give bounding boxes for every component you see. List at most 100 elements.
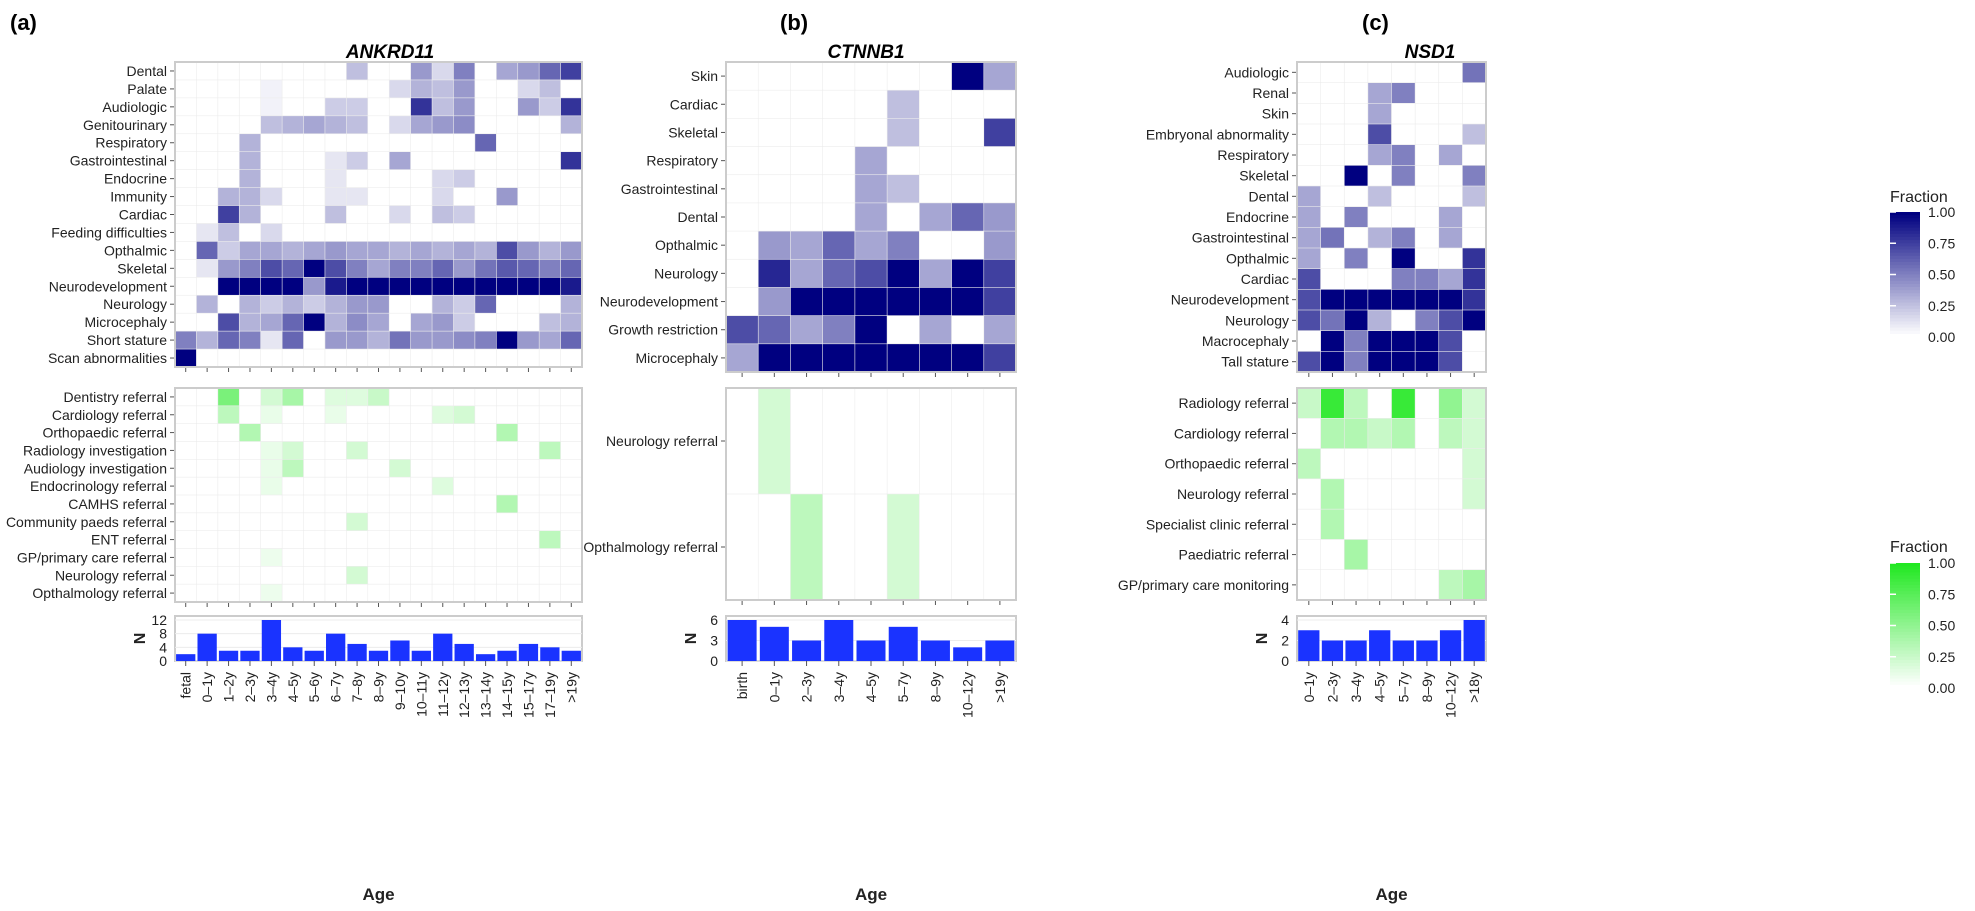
phenotype-cell (1414, 61, 1440, 84)
phenotype-cell (303, 205, 326, 225)
phenotype-cell (346, 312, 369, 332)
referral-cell (1367, 448, 1393, 480)
phenotype-cell (496, 97, 519, 117)
referral-cell (496, 423, 519, 443)
age-tick-label: 10–11y (413, 672, 429, 717)
count-bar (1321, 640, 1344, 661)
referral-cell (260, 512, 283, 532)
age-tick-label: 17–19y (542, 672, 558, 718)
phenotype-cell (790, 146, 824, 176)
phenotype-cell (560, 259, 583, 278)
referral-legend-gradient-step (1890, 653, 1920, 658)
referral-cell (238, 387, 262, 407)
referral-cell (238, 423, 262, 443)
referral-row-label: Orthopaedic referral (42, 425, 167, 441)
referral-legend-gradient-step (1890, 628, 1920, 633)
phenotype-cell (496, 151, 519, 171)
referral-cell (410, 494, 433, 514)
phenotype-cell (410, 205, 433, 225)
referral-row-label: Audiology investigation (24, 460, 167, 476)
referral-cell (517, 583, 540, 603)
phenotype-cell (854, 146, 888, 176)
referral-cell (281, 583, 305, 603)
phenotype-cell (919, 146, 953, 176)
age-tick-label: 3–4y (1348, 672, 1364, 702)
referral-cell (822, 387, 856, 495)
phenotype-cell (388, 276, 412, 296)
referral-cell (517, 512, 540, 532)
referral-cell (496, 459, 519, 478)
referral-legend-gradient-step (1890, 659, 1920, 664)
count-bar (561, 650, 581, 661)
age-tick-label: 9–10y (392, 672, 408, 710)
referral-cell (1438, 569, 1463, 601)
phenotype-cell (453, 241, 476, 260)
referral-cell (1320, 508, 1345, 541)
phenotype-legend-gradient-step (1890, 227, 1920, 232)
phenotype-legend-gradient-step (1890, 271, 1920, 276)
phenotype-cell (367, 133, 390, 153)
referral-cell (1343, 539, 1369, 571)
referral-cell (303, 441, 326, 460)
phenotype-cell (281, 151, 305, 171)
phenotype-cell (1296, 330, 1322, 352)
panel-0: (a) ANKRD11 Dental Palate Audiologic Genitour… (6, 10, 583, 904)
referral-cell (453, 566, 476, 585)
count-bar (326, 633, 346, 661)
referral-cell (1438, 417, 1463, 450)
referral-cell (260, 387, 283, 407)
referral-legend-gradient-step (1890, 566, 1920, 570)
age-tick-label: 8–9y (371, 672, 387, 702)
referral-cell (260, 441, 283, 460)
phenotype-legend-gradient-step (1890, 318, 1920, 322)
phenotype-cell (260, 276, 283, 296)
referral-row-label: Orthopaedic referral (1164, 456, 1289, 472)
phenotype-cell (790, 258, 824, 289)
referral-cell (324, 530, 347, 550)
referral-cell (757, 493, 792, 601)
referral-cell (538, 459, 562, 478)
phenotype-cell (388, 241, 412, 260)
phenotype-cell (1367, 289, 1393, 311)
phenotype-cell (983, 202, 1017, 232)
phenotype-cell (919, 118, 953, 148)
phenotype-cell (474, 276, 497, 296)
phenotype-row-label: Neurology (1225, 312, 1289, 328)
referral-cell (1367, 387, 1393, 419)
phenotype-cell (1391, 247, 1416, 270)
referral-cell (217, 566, 240, 585)
referral-legend-gradient-step (1890, 613, 1920, 617)
phenotype-cell (281, 223, 305, 243)
age-tick-label: 5–7y (895, 672, 911, 702)
referral-cell (538, 387, 562, 407)
referral-cell (217, 512, 240, 532)
phenotype-cell (1438, 227, 1463, 249)
phenotype-cell (281, 187, 305, 207)
phenotype-legend-title: Fraction (1890, 189, 1948, 206)
n-axis-label: N (1254, 633, 1271, 645)
phenotype-cell (260, 187, 283, 207)
phenotype-cell (474, 330, 497, 350)
phenotype-legend-gradient-step (1890, 283, 1920, 288)
phenotype-cell (1367, 144, 1393, 166)
phenotype-cell (1438, 61, 1463, 84)
referral-cell (560, 583, 583, 603)
phenotype-cell (324, 330, 347, 350)
phenotype-cell (174, 330, 198, 350)
phenotype-cell (496, 241, 519, 260)
phenotype-cell (474, 241, 497, 260)
phenotype-cell (324, 115, 347, 135)
phenotype-cell (324, 312, 347, 332)
phenotype-cell (410, 79, 433, 99)
phenotype-cell (196, 241, 219, 260)
count-tick-label: 4 (1281, 612, 1289, 628)
phenotype-cell (324, 276, 347, 296)
phenotype-row-label: Neurology (103, 296, 167, 312)
phenotype-cell (496, 61, 519, 81)
phenotype-cell (196, 115, 219, 135)
phenotype-cell (196, 169, 219, 189)
phenotype-cell (346, 169, 369, 189)
phenotype-border (174, 61, 583, 368)
phenotype-cell (431, 97, 455, 117)
